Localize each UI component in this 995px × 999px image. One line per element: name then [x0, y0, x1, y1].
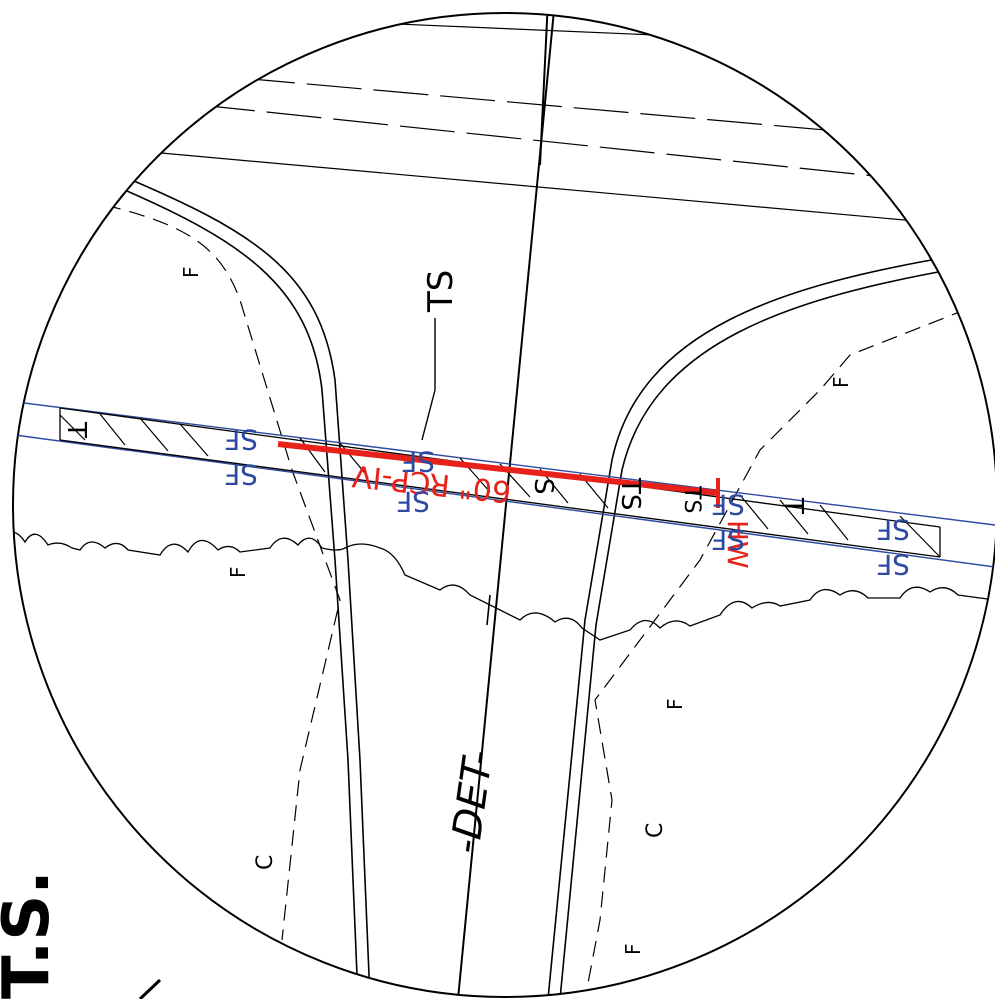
- ts-small-label-2: TS: [679, 485, 704, 513]
- sf-label-8: SF: [876, 548, 910, 581]
- right-road-edges: [547, 254, 961, 997]
- sf-label-4: SF: [396, 485, 430, 518]
- headwall-label: HW: [721, 520, 754, 569]
- ts-callout-label: TS: [421, 270, 461, 313]
- ts-leader: [421, 318, 436, 441]
- det-tick: [486, 594, 491, 626]
- row-lines: [149, 21, 961, 226]
- left-road-edges: [119, 174, 371, 997]
- sf-label-2: SF: [224, 458, 258, 491]
- f-label-1: F: [179, 266, 203, 278]
- sf-label-7: SF: [876, 513, 910, 546]
- f-label-3: F: [226, 566, 250, 578]
- corner-arrow-icon: [138, 978, 162, 999]
- corner-title: T.S.: [0, 870, 64, 999]
- c-label-2: C: [643, 823, 668, 838]
- sf-label-1: SF: [224, 423, 258, 456]
- detail-circle: [12, 12, 995, 998]
- det-label: -DET-: [442, 747, 502, 856]
- tree-line: [13, 531, 995, 641]
- f-label-4: F: [663, 698, 687, 710]
- c-label-1: C: [253, 855, 278, 870]
- pipe-line: [277, 441, 719, 496]
- f-label-5: F: [621, 943, 645, 955]
- f-label-2: F: [829, 376, 853, 388]
- silt-fence-band: [13, 399, 995, 568]
- t-label-right: T: [778, 497, 808, 514]
- s-label: S: [528, 478, 558, 495]
- sf-label-5: SF: [711, 488, 745, 521]
- sf-label-6: SF: [711, 523, 745, 556]
- ts-small-label-1: TS: [615, 477, 645, 510]
- dashed-boundaries: [104, 204, 991, 997]
- sf-label-3: SF: [401, 445, 435, 478]
- t-label-left: T: [61, 421, 91, 438]
